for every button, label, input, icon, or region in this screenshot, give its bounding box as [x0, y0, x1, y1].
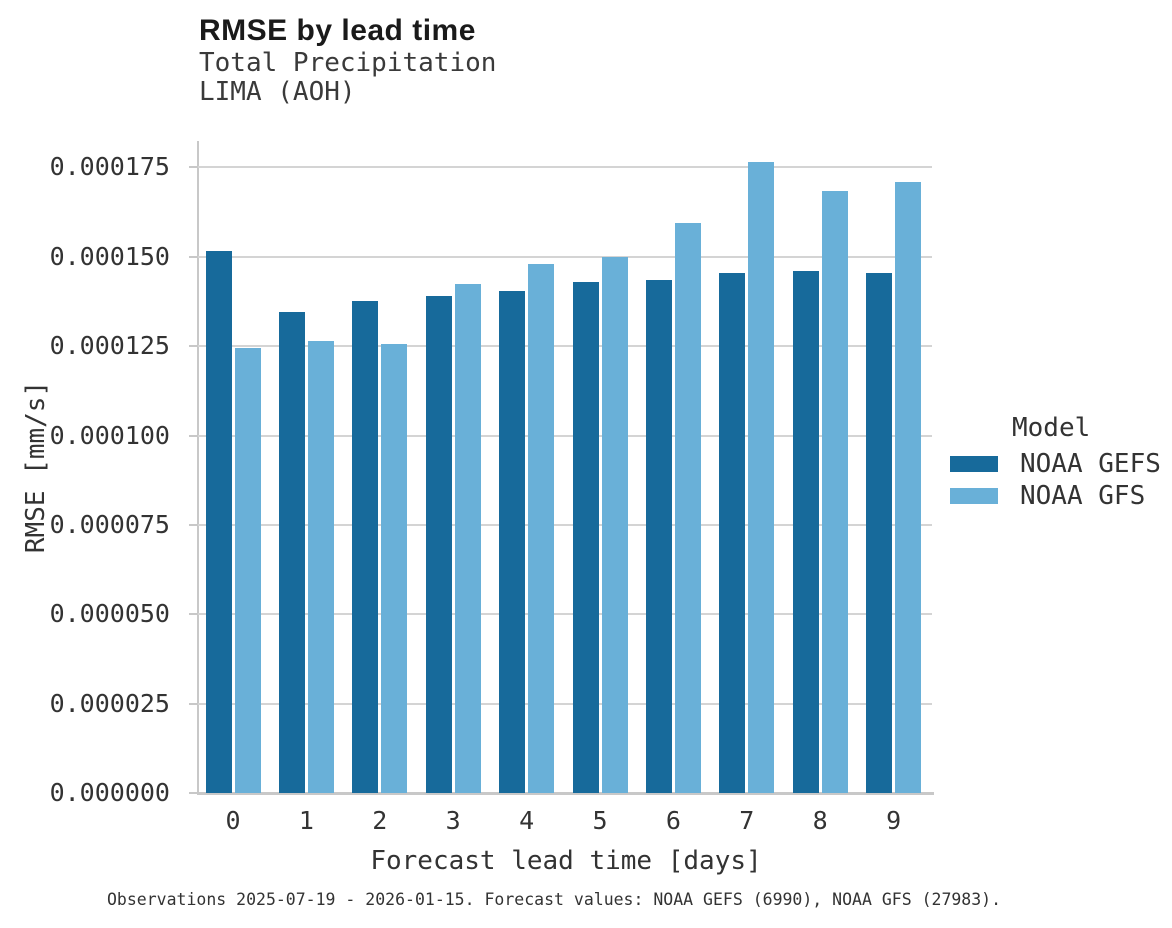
- y-tick: [189, 345, 197, 348]
- y-tick-label: 0.000050: [49, 599, 170, 629]
- x-tick-label: 8: [812, 806, 828, 835]
- bar-noaa-gefs-day-5: [572, 281, 599, 793]
- bar-noaa-gefs-day-4: [499, 290, 526, 793]
- y-tick-label: 0.000175: [49, 152, 170, 182]
- y-gridline: [198, 166, 932, 169]
- y-gridline: [198, 613, 932, 616]
- legend-item-label: NOAA GFS: [1020, 481, 1146, 511]
- bar-noaa-gefs-day-1: [278, 312, 305, 793]
- y-tick: [189, 613, 197, 616]
- chart-subtitle: Total Precipitation: [199, 48, 497, 78]
- x-tick-label: 3: [445, 806, 461, 835]
- y-tick-label: 0.000125: [49, 331, 170, 361]
- y-gridline: [198, 255, 932, 258]
- x-tick-label: 2: [372, 806, 388, 835]
- y-axis-spine: [197, 141, 199, 795]
- bar-noaa-gefs-day-6: [645, 279, 672, 793]
- bar-noaa-gfs-day-3: [454, 283, 481, 793]
- y-tick: [189, 434, 197, 437]
- x-tick-label: 6: [665, 806, 681, 835]
- legend-swatch-noaa-gfs: [950, 488, 998, 504]
- y-tick: [189, 523, 197, 526]
- bar-noaa-gfs-day-7: [748, 162, 775, 793]
- x-axis-spine: [197, 792, 934, 795]
- caption: Observations 2025-07-19 - 2026-01-15. Fo…: [107, 890, 1002, 909]
- bar-noaa-gefs-day-9: [866, 272, 893, 793]
- x-tick-label: 4: [519, 806, 535, 835]
- x-tick-label: 9: [886, 806, 902, 835]
- bar-noaa-gfs-day-2: [381, 344, 408, 793]
- x-tick-label: 5: [592, 806, 608, 835]
- chart-title: RMSE by lead time: [199, 14, 476, 47]
- y-tick: [189, 702, 197, 705]
- bar-noaa-gefs-day-8: [792, 271, 819, 793]
- bar-noaa-gefs-day-7: [719, 272, 746, 793]
- y-tick: [189, 166, 197, 169]
- y-gridline: [198, 523, 932, 526]
- bar-noaa-gfs-day-6: [674, 222, 701, 793]
- y-tick: [189, 792, 197, 794]
- bar-noaa-gfs-day-1: [307, 340, 334, 793]
- y-gridline: [198, 434, 932, 437]
- bar-noaa-gfs-day-9: [895, 181, 922, 793]
- legend-swatch-noaa-gefs: [950, 456, 998, 472]
- x-tick-label: 0: [225, 806, 241, 835]
- y-gridline: [198, 345, 932, 348]
- x-axis-title: Forecast lead time [days]: [370, 846, 762, 876]
- y-tick-label: 0.000075: [49, 509, 170, 539]
- legend-title: Model: [1012, 413, 1091, 443]
- bar-noaa-gefs-day-0: [205, 251, 232, 793]
- y-tick-label: 0.000150: [49, 241, 170, 271]
- bar-noaa-gefs-day-2: [352, 301, 379, 793]
- y-tick-label: 0.000100: [49, 420, 170, 450]
- x-tick-label: 7: [739, 806, 755, 835]
- y-tick: [189, 255, 197, 258]
- y-tick-label: 0.000000: [49, 778, 170, 807]
- y-gridline: [198, 702, 932, 705]
- legend-item-label: NOAA GEFS: [1020, 449, 1161, 479]
- y-tick-label: 0.000025: [49, 688, 170, 718]
- bar-noaa-gfs-day-8: [821, 190, 848, 793]
- x-tick-label: 1: [298, 806, 314, 835]
- bar-noaa-gfs-day-5: [601, 256, 628, 793]
- bar-noaa-gfs-day-0: [234, 347, 261, 793]
- bar-noaa-gfs-day-4: [528, 263, 555, 793]
- chart-location: LIMA (AOH): [199, 77, 356, 107]
- bar-noaa-gefs-day-3: [425, 296, 452, 793]
